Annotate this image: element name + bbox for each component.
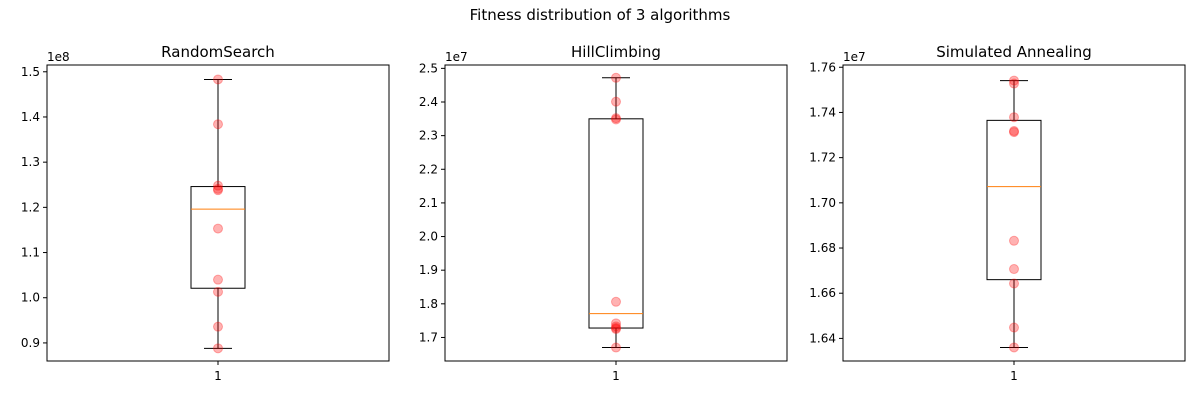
axes-frame (842, 64, 1186, 362)
data-point (611, 323, 621, 334)
data-point (611, 318, 621, 329)
y-tick-label: 0.9 (21, 336, 40, 350)
y-tick-label: 1.68 (809, 241, 836, 255)
y-tick-label: 1.2 (21, 200, 40, 214)
data-point (1009, 127, 1019, 138)
y-tick-label: 2.0 (419, 230, 438, 244)
data-point (213, 321, 223, 332)
data-point (213, 74, 223, 85)
iqr-box (190, 186, 246, 289)
axes-frame (444, 64, 788, 362)
data-point (611, 113, 621, 124)
y-offset-label: 1e7 (445, 50, 468, 64)
data-point (1009, 78, 1019, 89)
x-tick-label: 1 (612, 369, 620, 383)
y-offset-label: 1e8 (47, 50, 70, 64)
y-tick-label: 2.5 (419, 61, 438, 75)
y-tick-label: 1.74 (809, 105, 836, 119)
y-tick-label: 2.4 (419, 95, 438, 109)
data-point (213, 286, 223, 297)
data-point (213, 119, 223, 130)
data-point (1009, 75, 1019, 86)
y-tick-label: 1.4 (21, 110, 40, 124)
data-point (1009, 342, 1019, 353)
data-point (1009, 264, 1019, 275)
y-tick-label: 1.76 (809, 60, 836, 74)
y-tick-label: 1.0 (21, 291, 40, 305)
y-tick-label: 1.8 (419, 297, 438, 311)
axes-frame (46, 64, 390, 362)
data-point (1009, 235, 1019, 246)
subplot-title: HillClimbing (571, 43, 661, 61)
subplot-2: HillClimbing 1e7 1.7 1.8 1.9 2.0 2.1 2.2 2.3 2.4 2… (419, 43, 788, 383)
y-tick-label: 1.3 (21, 155, 40, 169)
subplot-1: RandomSearch 1e8 0.9 1.0 1.1 1.2 1.3 1.4 1.5 1 (21, 43, 390, 383)
data-point (611, 324, 621, 335)
subplot-3: Simulated Annealing 1e7 1.64 1.66 1.68 1.70 1.… (809, 43, 1186, 383)
data-point (611, 114, 621, 125)
data-point (213, 183, 223, 194)
iqr-box (986, 119, 1042, 281)
data-point (1009, 112, 1019, 123)
data-point (611, 96, 621, 107)
y-tick-label: 1.64 (809, 331, 836, 345)
y-tick-label: 2.3 (419, 129, 438, 143)
data-point (611, 321, 621, 332)
data-point (611, 296, 621, 307)
x-tick-label: 1 (1010, 369, 1018, 383)
data-point (1009, 322, 1019, 333)
y-tick-label: 1.66 (809, 286, 836, 300)
y-tick-label: 2.1 (419, 196, 438, 210)
y-offset-label: 1e7 (843, 50, 866, 64)
y-tick-label: 1.72 (809, 151, 836, 165)
data-point (213, 180, 223, 191)
data-point (1009, 125, 1019, 136)
data-point (213, 223, 223, 234)
x-tick-label: 1 (214, 369, 222, 383)
subplot-title: Simulated Annealing (936, 43, 1092, 61)
data-point (213, 274, 223, 285)
iqr-box (588, 118, 644, 329)
data-point (611, 72, 621, 83)
data-point (1009, 278, 1019, 289)
data-point (213, 343, 223, 354)
figure-suptitle: Fitness distribution of 3 algorithms (470, 6, 731, 24)
y-tick-label: 1.9 (419, 263, 438, 277)
data-point (213, 185, 223, 196)
y-tick-label: 1.1 (21, 246, 40, 260)
y-tick-label: 2.2 (419, 162, 438, 176)
y-tick-label: 1.5 (21, 65, 40, 79)
y-tick-label: 1.7 (419, 330, 438, 344)
data-point (611, 342, 621, 353)
subplot-title: RandomSearch (161, 43, 275, 61)
y-tick-label: 1.70 (809, 196, 836, 210)
